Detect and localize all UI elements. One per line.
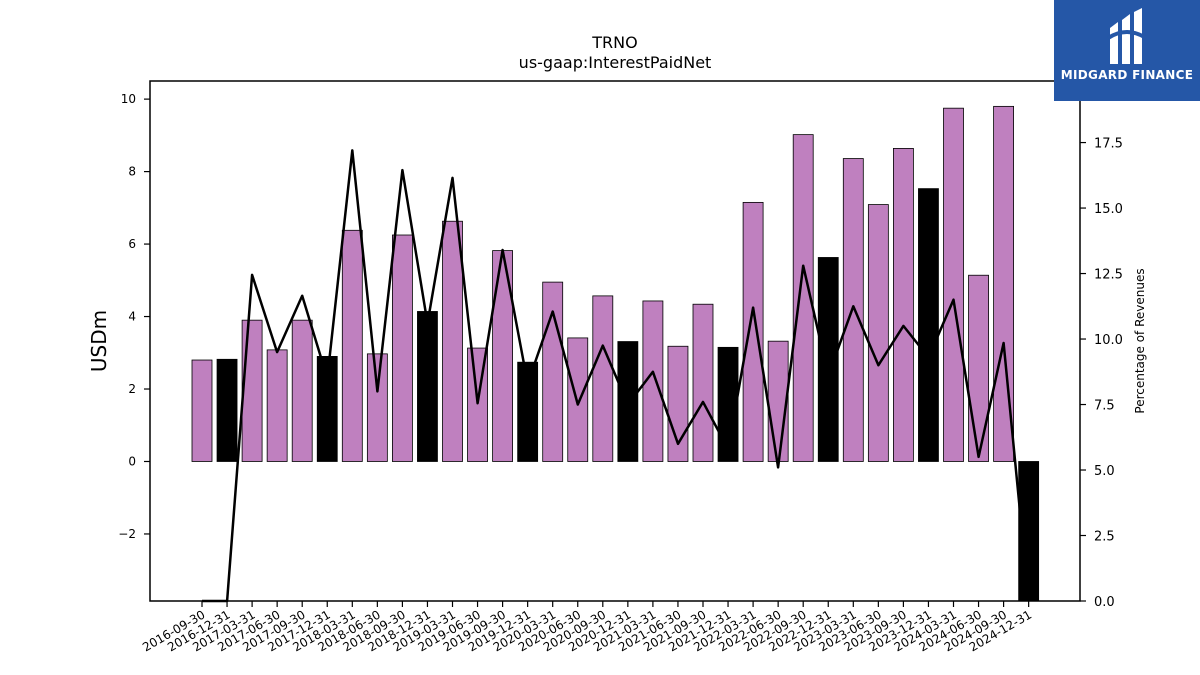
y2-tick-label: 2.5: [1094, 530, 1115, 545]
bar-2016-12-31: [216, 358, 238, 462]
y-axis-label: USDm: [87, 310, 111, 372]
bar-2018-12-31: [417, 311, 438, 462]
y-tick-label: 2: [128, 382, 136, 396]
y2-tick-label: 17.5: [1094, 137, 1123, 152]
y-axis-right: 0.0 2.5 5.0 7.5 10.0 12.5 15.0 17.5: [1080, 137, 1123, 610]
chart-subtitle: us-gaap:InterestPaidNet: [519, 53, 712, 72]
bar-2019-03-31: [442, 220, 463, 462]
bar-2021-03-31: [642, 300, 664, 462]
y-tick-label: 4: [128, 310, 136, 324]
bar-2018-03-31: [341, 229, 363, 462]
bar-2017-06-30: [266, 349, 288, 462]
bar-2017-12-31: [316, 356, 338, 462]
bar-2023-09-30: [893, 148, 914, 462]
bar-2023-12-31: [918, 188, 939, 462]
bar-2023-06-30: [867, 204, 889, 462]
bar-2022-03-31: [742, 201, 764, 462]
y-tick-label: 10: [121, 92, 136, 106]
bar-2021-09-30: [692, 303, 714, 462]
plot-frame: [149, 80, 1081, 602]
y2-tick-label: 5.0: [1094, 464, 1115, 479]
bar-2020-03-31: [542, 281, 564, 462]
bar-2023-03-31: [842, 158, 864, 462]
midgard-logo-icon: [1106, 8, 1148, 64]
bar-2016-09-30: [191, 359, 213, 462]
bar-2022-09-30: [792, 134, 814, 462]
x-axis: 2016-09-302016-12-312017-03-312017-06-30…: [140, 601, 1034, 654]
bar-2024-03-31: [943, 107, 964, 462]
y-tick-label: 6: [128, 237, 136, 251]
bar-2021-12-31: [717, 346, 739, 462]
percentage-line: [202, 149, 1030, 603]
logo-text: MIDGARD FINANCE: [1060, 68, 1194, 82]
chart-title: TRNO: [591, 33, 637, 52]
bar-2017-09-30: [291, 319, 313, 462]
bar-2024-09-30: [993, 105, 1014, 462]
bar-2020-09-30: [592, 295, 614, 462]
logo-badge: MIDGARD FINANCE: [1054, 0, 1200, 101]
y2-tick-label: 10.0: [1094, 333, 1123, 348]
bar-2019-12-31: [517, 361, 539, 462]
y2-tick-label: 7.5: [1094, 399, 1115, 414]
bars-group: [191, 105, 1040, 602]
y2-tick-label: 12.5: [1094, 268, 1123, 283]
y-tick-label: 8: [128, 165, 136, 179]
y-tick-label: 0: [128, 454, 136, 468]
bar-2017-03-31: [241, 319, 263, 462]
y-axis-left: −2 0 2 4 6 8 10: [118, 92, 150, 541]
y2-tick-label: 15.0: [1094, 202, 1123, 217]
bar-2022-12-31: [817, 257, 839, 462]
bar-2018-06-30: [366, 353, 388, 462]
y-tick-label: −2: [118, 527, 136, 541]
bar-2018-09-30: [391, 234, 413, 462]
y2-axis-label: Percentage of Revenues: [1133, 268, 1147, 413]
y2-tick-label: 0.0: [1094, 595, 1115, 610]
bar-2024-06-30: [968, 274, 989, 462]
